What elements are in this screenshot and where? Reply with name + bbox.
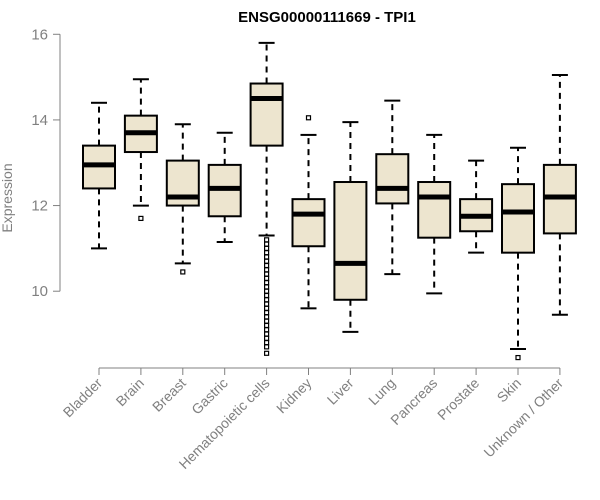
outlier-point <box>264 241 270 247</box>
x-tick-label: Breast <box>149 375 189 415</box>
x-tick-label: Skin <box>494 375 525 406</box>
x-tick-label: Unknown / Other <box>480 375 566 461</box>
box-breast <box>165 123 200 275</box>
iqr-box <box>417 181 452 239</box>
box-lung <box>375 99 410 276</box>
box-liver <box>333 121 368 333</box>
y-tick-label: 12 <box>31 198 48 215</box>
x-tick-label: Kidney <box>273 375 315 417</box>
iqr-box <box>249 82 284 147</box>
outlier-point <box>264 292 270 299</box>
x-tick-label: Pancreas <box>387 375 440 428</box>
box-hematopoietic-cells <box>249 41 284 356</box>
y-axis: 10 12 14 16 <box>31 26 61 300</box>
outlier-point <box>264 305 270 311</box>
outlier-point <box>264 284 270 290</box>
boxes-group <box>82 41 577 361</box>
box-pancreas <box>417 133 452 295</box>
x-tick-label: Prostate <box>434 375 482 423</box>
outlier-point <box>264 301 270 307</box>
iqr-box <box>333 181 368 301</box>
outlier-point <box>264 267 270 273</box>
outlier-point <box>264 339 270 346</box>
outlier-point <box>264 344 270 350</box>
box-gastric <box>207 131 242 243</box>
iqr-box <box>501 183 535 254</box>
outlier-point <box>264 262 270 269</box>
outlier-point <box>305 115 312 121</box>
outlier-point <box>264 280 270 286</box>
y-tick-label: 10 <box>31 283 48 300</box>
outlier-point <box>264 237 270 243</box>
outlier-point <box>264 271 270 277</box>
outlier-point <box>264 250 270 256</box>
x-tick-label: Bladder <box>60 375 106 421</box>
y-axis-label: Expression <box>0 163 15 232</box>
outlier-point <box>264 350 270 356</box>
chart-title: ENSG00000111669 - TPI1 <box>238 9 416 26</box>
y-tick-label: 16 <box>31 26 48 43</box>
outlier-point <box>264 318 270 324</box>
box-skin <box>501 146 535 361</box>
box-brain <box>123 78 158 222</box>
outlier-point <box>180 269 186 275</box>
box-prostate <box>459 159 494 254</box>
outlier-point <box>264 310 270 316</box>
box-unknown-other <box>542 73 577 316</box>
outlier-point <box>264 335 270 341</box>
outlier-point <box>264 258 270 264</box>
iqr-box <box>291 198 326 248</box>
box-bladder <box>82 101 116 250</box>
x-tick-label: Lung <box>365 375 398 408</box>
outlier-point <box>264 275 270 281</box>
outlier-point <box>515 354 521 361</box>
outlier-point <box>264 331 270 337</box>
x-tick-label: Liver <box>324 375 357 408</box>
y-tick-label: 14 <box>31 112 48 129</box>
box-kidney <box>291 115 326 310</box>
outlier-point <box>264 288 270 294</box>
outlier-point <box>264 322 270 329</box>
x-tick-label: Brain <box>113 375 147 409</box>
outlier-point <box>264 245 270 251</box>
outlier-point <box>264 254 270 260</box>
outlier-point <box>138 215 144 222</box>
outlier-point <box>264 297 270 303</box>
outlier-point <box>264 314 270 320</box>
outlier-point <box>264 327 270 333</box>
iqr-box <box>375 153 410 205</box>
